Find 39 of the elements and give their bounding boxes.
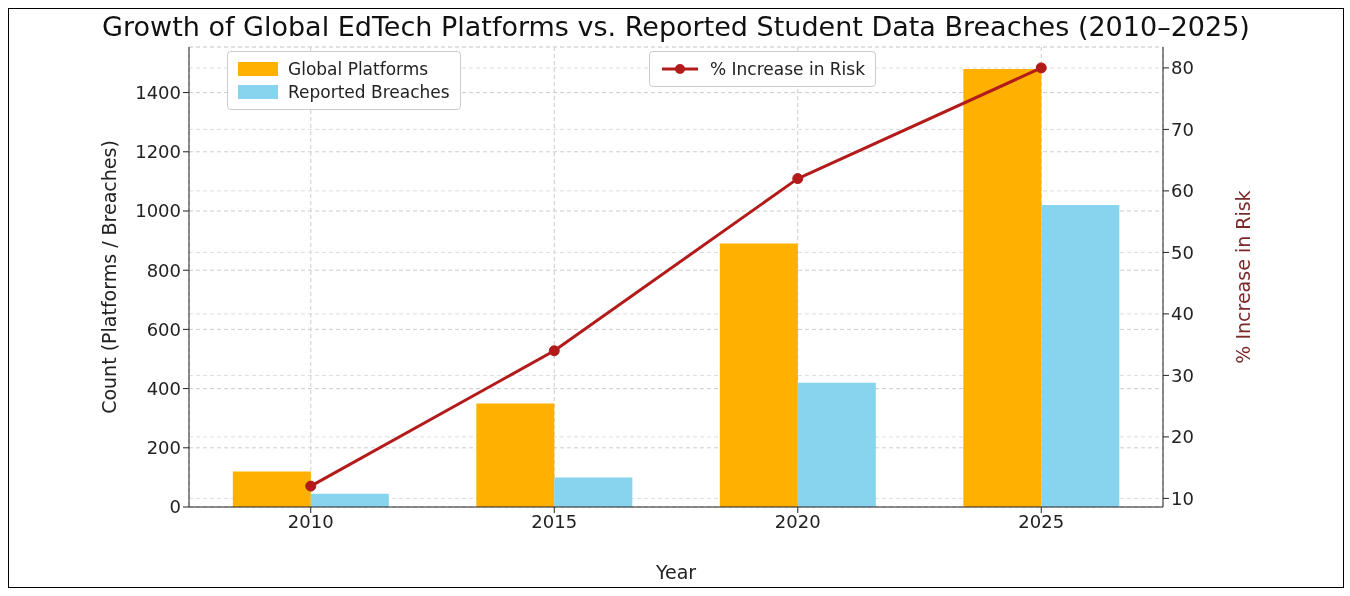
bar (310, 493, 389, 507)
y2-tick-label: 30 (1171, 364, 1194, 386)
y2-tick-label: 40 (1171, 303, 1194, 325)
y-tick-label: 1200 (135, 141, 181, 163)
y-tick-label: 1400 (135, 81, 181, 103)
y2-axis-title: % Increase in Risk (1231, 190, 1254, 364)
point (1035, 62, 1047, 74)
y2-tick-label: 20 (1171, 426, 1194, 448)
bar (1041, 205, 1120, 507)
x-tick-label: 2020 (774, 510, 821, 532)
y-axis-title: Count (Platforms / Breaches) (97, 140, 120, 414)
bar (232, 471, 311, 507)
x-axis-title: Year (654, 561, 697, 583)
point (792, 173, 804, 185)
y2-tick-label: 50 (1171, 241, 1194, 263)
y-tick-label: 200 (146, 437, 181, 459)
y-tick-label: 400 (146, 377, 181, 399)
point (548, 345, 560, 357)
legend-label: Reported Breaches (288, 82, 450, 102)
legend-label: % Increase in Risk (710, 59, 866, 79)
y2-tick-label: 10 (1171, 487, 1194, 509)
chart-title: Growth of Global EdTech Platforms vs. Reported Student Data Breaches (2010–2025) (101, 11, 1251, 42)
bar (476, 403, 555, 507)
bar (797, 382, 876, 507)
y-tick-label: 800 (146, 259, 181, 281)
y2-tick-label: 80 (1171, 57, 1194, 79)
bar (719, 243, 798, 507)
bar (963, 68, 1042, 507)
x-tick-label: 2015 (531, 510, 578, 532)
y-tick-label: 0 (169, 496, 181, 518)
point (305, 480, 317, 492)
bar (554, 477, 633, 507)
y2-tick-label: 60 (1171, 180, 1194, 202)
y-tick-label: 600 (146, 318, 181, 340)
y2-tick-label: 70 (1171, 118, 1194, 140)
y-tick-label: 1000 (135, 200, 181, 222)
x-tick-label: 2010 (287, 510, 334, 532)
legend-label: Global Platforms (288, 59, 429, 79)
x-tick-label: 2025 (1018, 510, 1065, 532)
